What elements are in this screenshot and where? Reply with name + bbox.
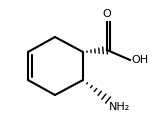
Text: OH: OH: [131, 55, 148, 65]
Text: O: O: [103, 9, 111, 19]
Text: NH₂: NH₂: [109, 102, 130, 112]
